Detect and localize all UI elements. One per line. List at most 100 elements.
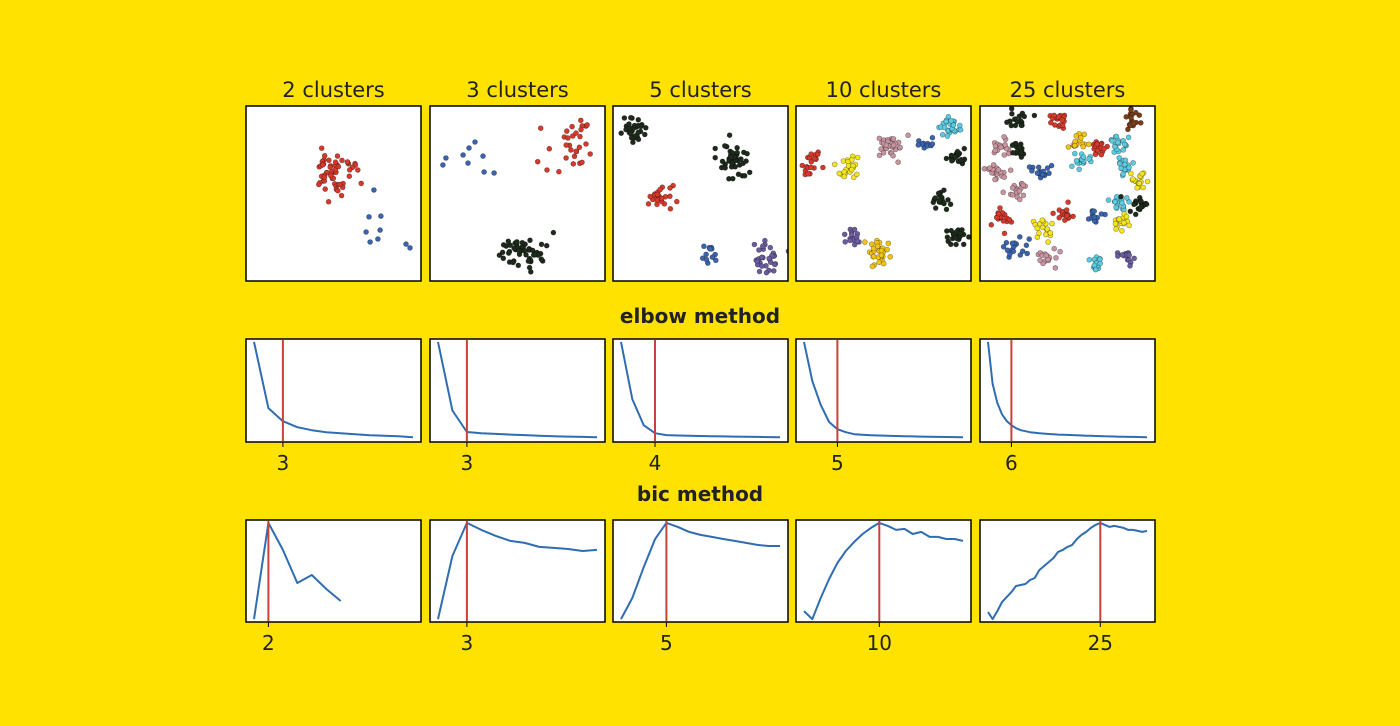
scatter-point xyxy=(997,205,1003,211)
scatter-point xyxy=(465,160,471,166)
scatter-point xyxy=(966,234,971,240)
scatter-point xyxy=(721,143,728,149)
scatter-point xyxy=(993,214,1000,221)
scatter-point xyxy=(1126,252,1132,258)
scatter-point xyxy=(712,257,719,264)
scatter-point xyxy=(1139,170,1145,177)
scatter-point xyxy=(1057,248,1063,255)
scatter-point xyxy=(1121,220,1127,226)
scatter-point xyxy=(1115,253,1121,259)
scatter-point xyxy=(905,132,911,139)
scatter-point xyxy=(915,142,922,148)
scatter-point xyxy=(318,145,325,151)
scatter-point xyxy=(1023,242,1030,249)
scatter-point xyxy=(1092,266,1099,273)
scatter-point xyxy=(1034,225,1040,232)
scatter-point xyxy=(943,155,950,162)
scatter-point xyxy=(403,241,409,247)
scatter-point xyxy=(929,141,936,147)
scatter-point xyxy=(480,153,486,159)
scatter-point xyxy=(534,158,541,165)
x-tick-label: 3 xyxy=(461,631,474,655)
scatter-point xyxy=(1048,162,1055,169)
scatter-point xyxy=(890,142,897,148)
scatter-point xyxy=(531,252,538,258)
scatter-point xyxy=(1080,143,1086,150)
scatter-point xyxy=(1016,144,1023,150)
scatter-point xyxy=(327,164,334,170)
axes-frame xyxy=(429,519,606,623)
scatter-point xyxy=(519,239,526,246)
scatter-point xyxy=(1138,120,1144,126)
scatter-point xyxy=(880,260,887,267)
scatter-point xyxy=(667,206,674,212)
scatter-point xyxy=(1046,170,1052,177)
scatter-point xyxy=(346,173,353,179)
elbow-panel: 5 xyxy=(795,338,972,475)
scatter-point xyxy=(880,150,887,156)
scatter-point xyxy=(878,146,884,152)
scatter-point xyxy=(440,162,446,168)
scatter-point xyxy=(1133,109,1139,116)
scatter-point xyxy=(1131,201,1137,208)
scatter-point xyxy=(853,171,860,178)
scatter-point xyxy=(944,133,951,139)
bic-panel: 10 xyxy=(795,519,972,655)
scatter-point xyxy=(1009,150,1016,156)
scatter-point xyxy=(887,253,894,260)
scatter-point xyxy=(1113,204,1119,211)
scatter-point xyxy=(647,193,654,200)
bic-curve xyxy=(803,521,964,621)
bic-panel: 25 xyxy=(979,519,1156,655)
scatter-point xyxy=(1003,239,1010,246)
scatter-point xyxy=(841,231,848,238)
scatter-point xyxy=(583,141,589,147)
axes-frame xyxy=(612,105,789,282)
scatter-point xyxy=(890,136,897,142)
scatter-point xyxy=(377,227,383,233)
scatter-point xyxy=(621,115,628,121)
scatter-point xyxy=(876,135,883,142)
scatter-point xyxy=(1116,216,1122,222)
axes-frame xyxy=(245,338,422,443)
scatter-point xyxy=(1065,144,1072,150)
scatter-point xyxy=(641,131,648,138)
scatter-point xyxy=(1044,165,1051,171)
scatter-point xyxy=(1118,165,1124,171)
scatter-point xyxy=(1086,156,1092,162)
axes-background xyxy=(796,339,971,442)
bic-curve xyxy=(620,521,780,620)
scatter-point xyxy=(1143,201,1150,207)
scatter-point xyxy=(1001,134,1007,140)
scatter-point xyxy=(1073,157,1080,164)
scatter-point xyxy=(941,124,948,131)
scatter-point xyxy=(1128,170,1134,177)
bic-method-heading: bic method xyxy=(637,482,763,506)
panel-title: 5 clusters xyxy=(649,78,751,102)
axes-frame xyxy=(429,338,606,443)
scatter-point xyxy=(334,187,341,194)
scatter-point xyxy=(709,254,716,261)
panel-title: 3 clusters xyxy=(466,78,568,102)
scatter-point xyxy=(334,153,341,159)
scatter-point xyxy=(948,118,954,124)
scatter-point xyxy=(491,170,497,176)
scatter-point xyxy=(878,247,885,254)
scatter-panel: 25 clusters xyxy=(979,78,1156,282)
scatter-point xyxy=(851,241,858,248)
scatter-point xyxy=(546,146,553,152)
scatter-point xyxy=(645,201,652,207)
scatter-point xyxy=(544,167,550,173)
scatter-point xyxy=(321,174,328,180)
scatter-point xyxy=(1052,265,1059,271)
scatter-point xyxy=(995,167,1002,173)
scatter-point xyxy=(563,142,570,148)
scatter-point xyxy=(947,241,954,248)
scatter-point xyxy=(998,144,1004,151)
scatter-point xyxy=(1006,216,1013,223)
scatter-point xyxy=(943,206,950,213)
scatter-point xyxy=(986,165,993,171)
axes-frame xyxy=(612,519,789,623)
scatter-point xyxy=(1037,257,1043,264)
scatter-point xyxy=(808,159,815,165)
